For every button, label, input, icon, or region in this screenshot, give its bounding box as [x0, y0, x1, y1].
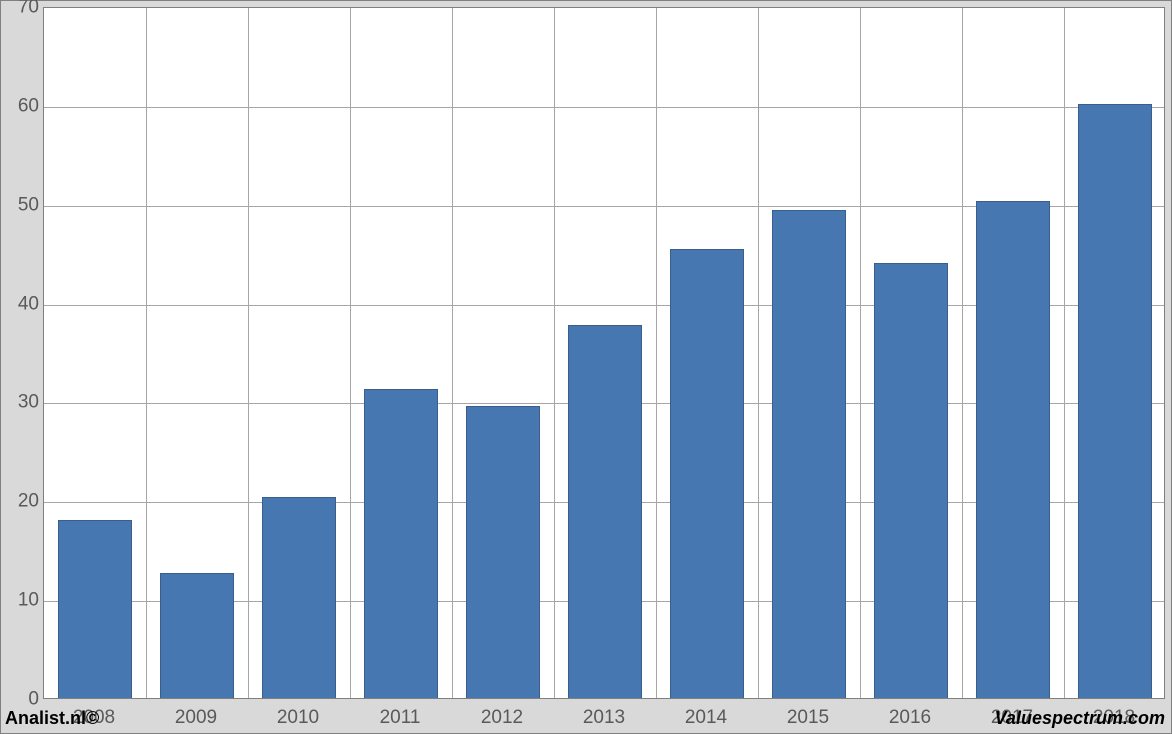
- y-tick-label: 40: [1, 294, 39, 313]
- bar: [568, 325, 641, 698]
- chart-frame: 010203040506070 200820092010201120122013…: [0, 0, 1172, 734]
- bar: [160, 573, 233, 698]
- gridline-v: [758, 8, 759, 698]
- gridline-v: [1064, 8, 1065, 698]
- gridline-v: [860, 8, 861, 698]
- bar: [1078, 104, 1151, 698]
- bar: [466, 406, 539, 698]
- y-tick-label: 10: [1, 591, 39, 610]
- y-tick-label: 70: [1, 0, 39, 17]
- bar: [874, 263, 947, 698]
- gridline-v: [962, 8, 963, 698]
- plot-area: [43, 7, 1165, 699]
- bar: [364, 389, 437, 698]
- gridline-v: [554, 8, 555, 698]
- x-tick-label: 2010: [277, 708, 319, 727]
- y-tick-label: 50: [1, 195, 39, 214]
- gridline-h: [44, 107, 1164, 108]
- bar: [772, 210, 845, 698]
- gridline-v: [146, 8, 147, 698]
- bar: [976, 201, 1049, 698]
- x-tick-label: 2012: [481, 708, 523, 727]
- x-tick-label: 2014: [685, 708, 727, 727]
- bar: [670, 249, 743, 698]
- footer-right-credit: Valuespectrum.com: [995, 708, 1165, 729]
- bar: [58, 520, 131, 698]
- gridline-v: [656, 8, 657, 698]
- gridline-v: [350, 8, 351, 698]
- x-tick-label: 2015: [787, 708, 829, 727]
- bar: [262, 497, 335, 698]
- x-tick-label: 2013: [583, 708, 625, 727]
- y-tick-label: 60: [1, 96, 39, 115]
- footer-left-credit: Analist.nl©: [5, 708, 99, 729]
- gridline-v: [248, 8, 249, 698]
- x-tick-label: 2009: [175, 708, 217, 727]
- x-tick-label: 2011: [380, 708, 421, 727]
- x-tick-label: 2016: [889, 708, 931, 727]
- gridline-v: [452, 8, 453, 698]
- y-tick-label: 20: [1, 492, 39, 511]
- y-tick-label: 0: [1, 690, 39, 709]
- y-tick-label: 30: [1, 393, 39, 412]
